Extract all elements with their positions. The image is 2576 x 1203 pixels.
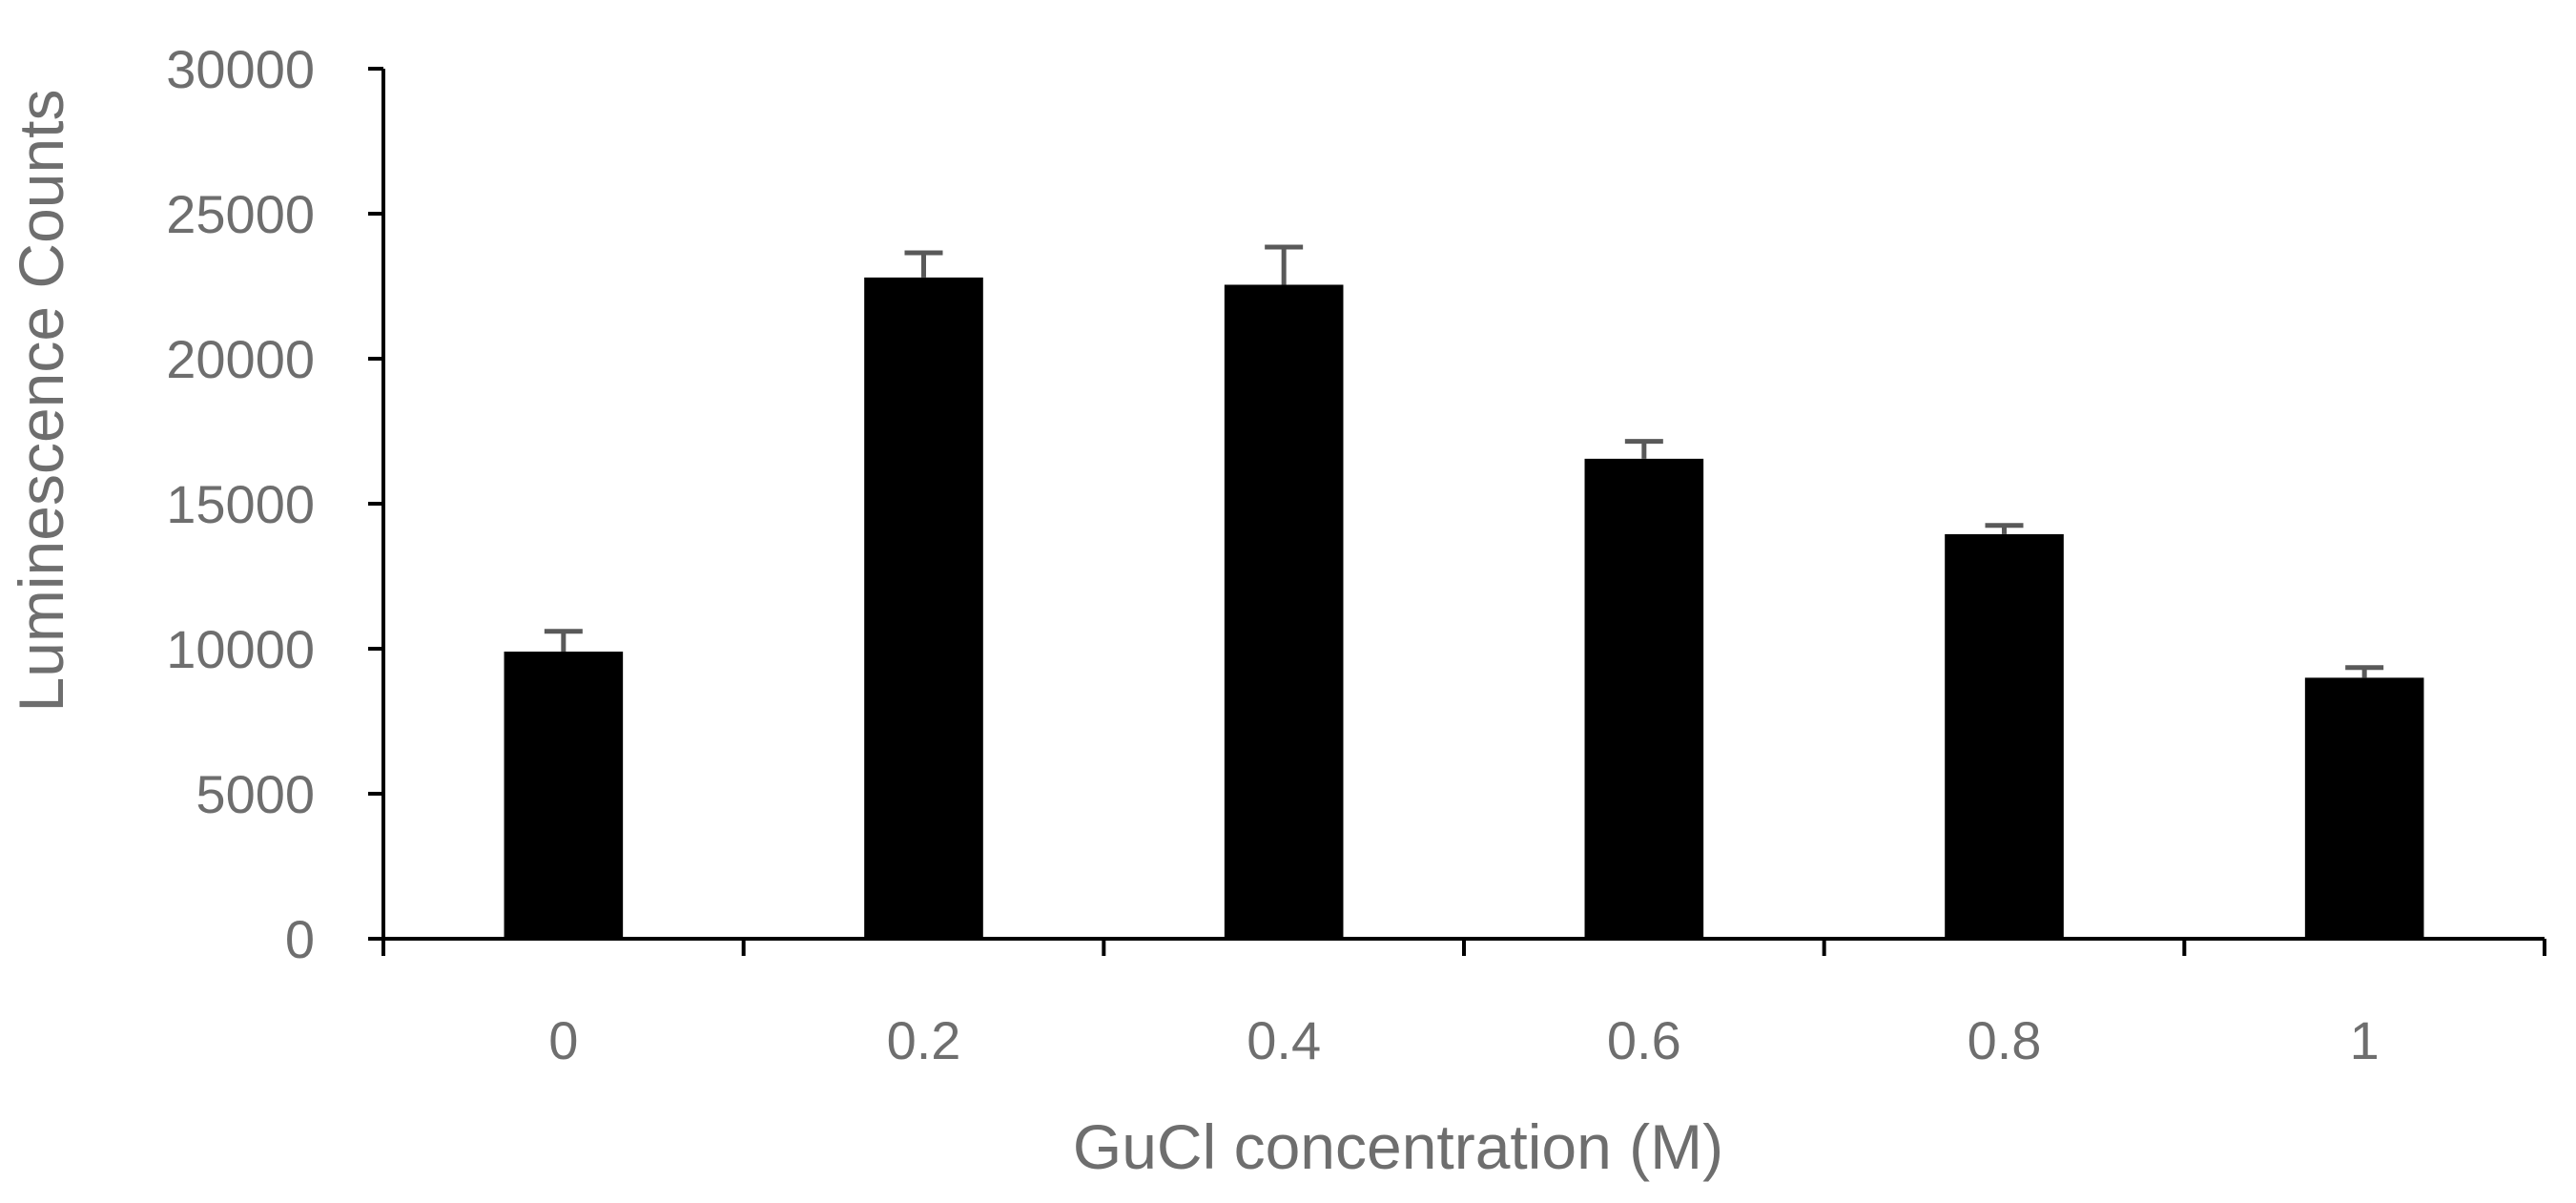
bar <box>1224 284 1344 940</box>
x-tick-label: 1 <box>2350 1010 2380 1070</box>
x-axis-title: GuCl concentration (M) <box>1073 1111 1723 1182</box>
y-tick-label: 20000 <box>166 329 315 389</box>
x-tick-label: 0 <box>548 1010 578 1070</box>
y-tick-label: 10000 <box>166 619 315 679</box>
x-tick-label: 0.8 <box>1968 1010 2042 1070</box>
bar <box>2304 677 2424 939</box>
y-tick-label: 5000 <box>196 764 315 824</box>
y-tick-label: 0 <box>285 909 315 969</box>
bars-layer <box>504 277 2424 940</box>
y-tick-label: 25000 <box>166 184 315 244</box>
bar <box>864 277 983 939</box>
error-bars-layer <box>544 244 2384 678</box>
x-tick-label: 0.4 <box>1247 1010 1321 1070</box>
y-tick-label: 15000 <box>166 474 315 534</box>
axes-layer <box>368 67 2546 956</box>
y-tick-label: 30000 <box>166 39 315 99</box>
bar <box>1584 458 1704 939</box>
x-tick-label: 0.6 <box>1607 1010 1681 1070</box>
bar <box>504 652 624 939</box>
x-tick-label: 0.2 <box>887 1010 961 1070</box>
y-axis-title: Luminescence Counts <box>6 89 76 712</box>
bar <box>1945 533 2064 939</box>
tick-labels-layer: 0 5000 10000 15000 20000 25000 30000 0 0.2 0.4 0.6… <box>166 39 2379 1070</box>
